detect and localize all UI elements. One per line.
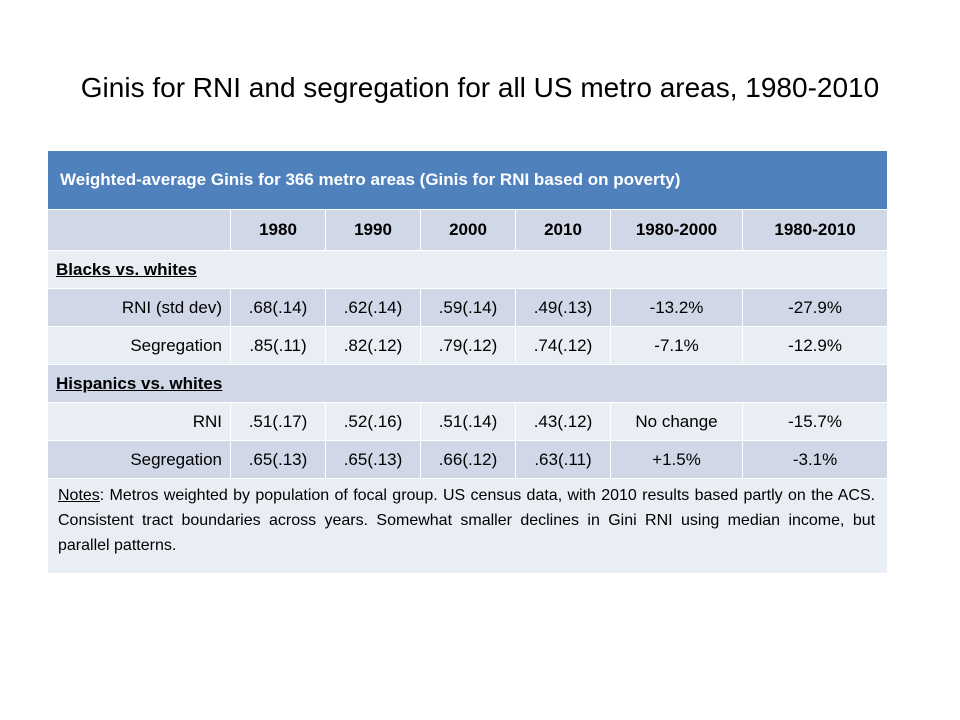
table-cell: -12.9% — [741, 326, 889, 365]
slide-title: Ginis for RNI and segregation for all US… — [80, 72, 880, 103]
table-cell: .65(.13) — [325, 440, 421, 479]
table-cell: -13.2% — [610, 288, 743, 327]
column-header-1980-2010: 1980-2010 — [741, 209, 889, 251]
table-cell: .68(.14) — [230, 288, 326, 327]
column-header-row: 1980 1990 2000 2010 1980-2000 1980-2010 — [47, 209, 889, 251]
notes-text: : Metros weighted by population of focal… — [58, 487, 876, 554]
table-cell: .62(.14) — [325, 288, 421, 327]
notes-row: Notes: Metros weighted by population of … — [46, 478, 889, 574]
table-cell: .51(.17) — [230, 402, 326, 441]
table-row: Segregation .65(.13) .65(.13) .66(.12) .… — [47, 440, 889, 479]
table-row: RNI .51(.17) .52(.16) .51(.14) .43(.12) … — [47, 402, 889, 441]
table-cell: .43(.12) — [515, 402, 611, 441]
row-label: RNI (std dev) — [47, 288, 231, 327]
table-row: RNI (std dev) .68(.14) .62(.14) .59(.14)… — [47, 288, 889, 327]
table-cell: .66(.12) — [420, 440, 516, 479]
table-cell: .51(.14) — [420, 402, 516, 441]
table-cell: -15.7% — [741, 402, 889, 441]
notes-label: Notes — [58, 487, 100, 504]
data-table: Weighted-average Ginis for 366 metro are… — [46, 150, 889, 574]
table-cell: +1.5% — [610, 440, 743, 479]
section-label: Blacks vs. whites — [46, 250, 889, 289]
table-cell: -7.1% — [610, 326, 743, 365]
table-header: Weighted-average Ginis for 366 metro are… — [46, 150, 889, 210]
table-cell: .79(.12) — [420, 326, 516, 365]
table-row: Segregation .85(.11) .82(.12) .79(.12) .… — [47, 326, 889, 365]
row-label: Segregation — [47, 440, 231, 479]
table-cell: -27.9% — [741, 288, 889, 327]
section-label: Hispanics vs. whites — [46, 364, 889, 403]
gini-table: Weighted-average Ginis for 366 metro are… — [46, 150, 889, 574]
column-header-1980-2000: 1980-2000 — [610, 209, 743, 251]
table-cell: .52(.16) — [325, 402, 421, 441]
row-label: Segregation — [47, 326, 231, 365]
table-cell: .74(.12) — [515, 326, 611, 365]
table-cell: .59(.14) — [420, 288, 516, 327]
table-cell: No change — [610, 402, 743, 441]
table-cell: .63(.11) — [515, 440, 611, 479]
section-row-hispanics: Hispanics vs. whites — [46, 364, 889, 403]
row-label: RNI — [47, 402, 231, 441]
column-header-2010: 2010 — [515, 209, 611, 251]
table-cell: -3.1% — [741, 440, 889, 479]
column-header-1990: 1990 — [325, 209, 421, 251]
notes: Notes: Metros weighted by population of … — [46, 478, 889, 574]
table-cell: .49(.13) — [515, 288, 611, 327]
table-cell: .65(.13) — [230, 440, 326, 479]
column-header-empty — [47, 209, 231, 251]
column-header-2000: 2000 — [420, 209, 516, 251]
table-cell: .85(.11) — [230, 326, 326, 365]
table-cell: .82(.12) — [325, 326, 421, 365]
section-row-blacks: Blacks vs. whites — [46, 250, 889, 289]
table-header-row: Weighted-average Ginis for 366 metro are… — [46, 150, 889, 210]
column-header-1980: 1980 — [230, 209, 326, 251]
